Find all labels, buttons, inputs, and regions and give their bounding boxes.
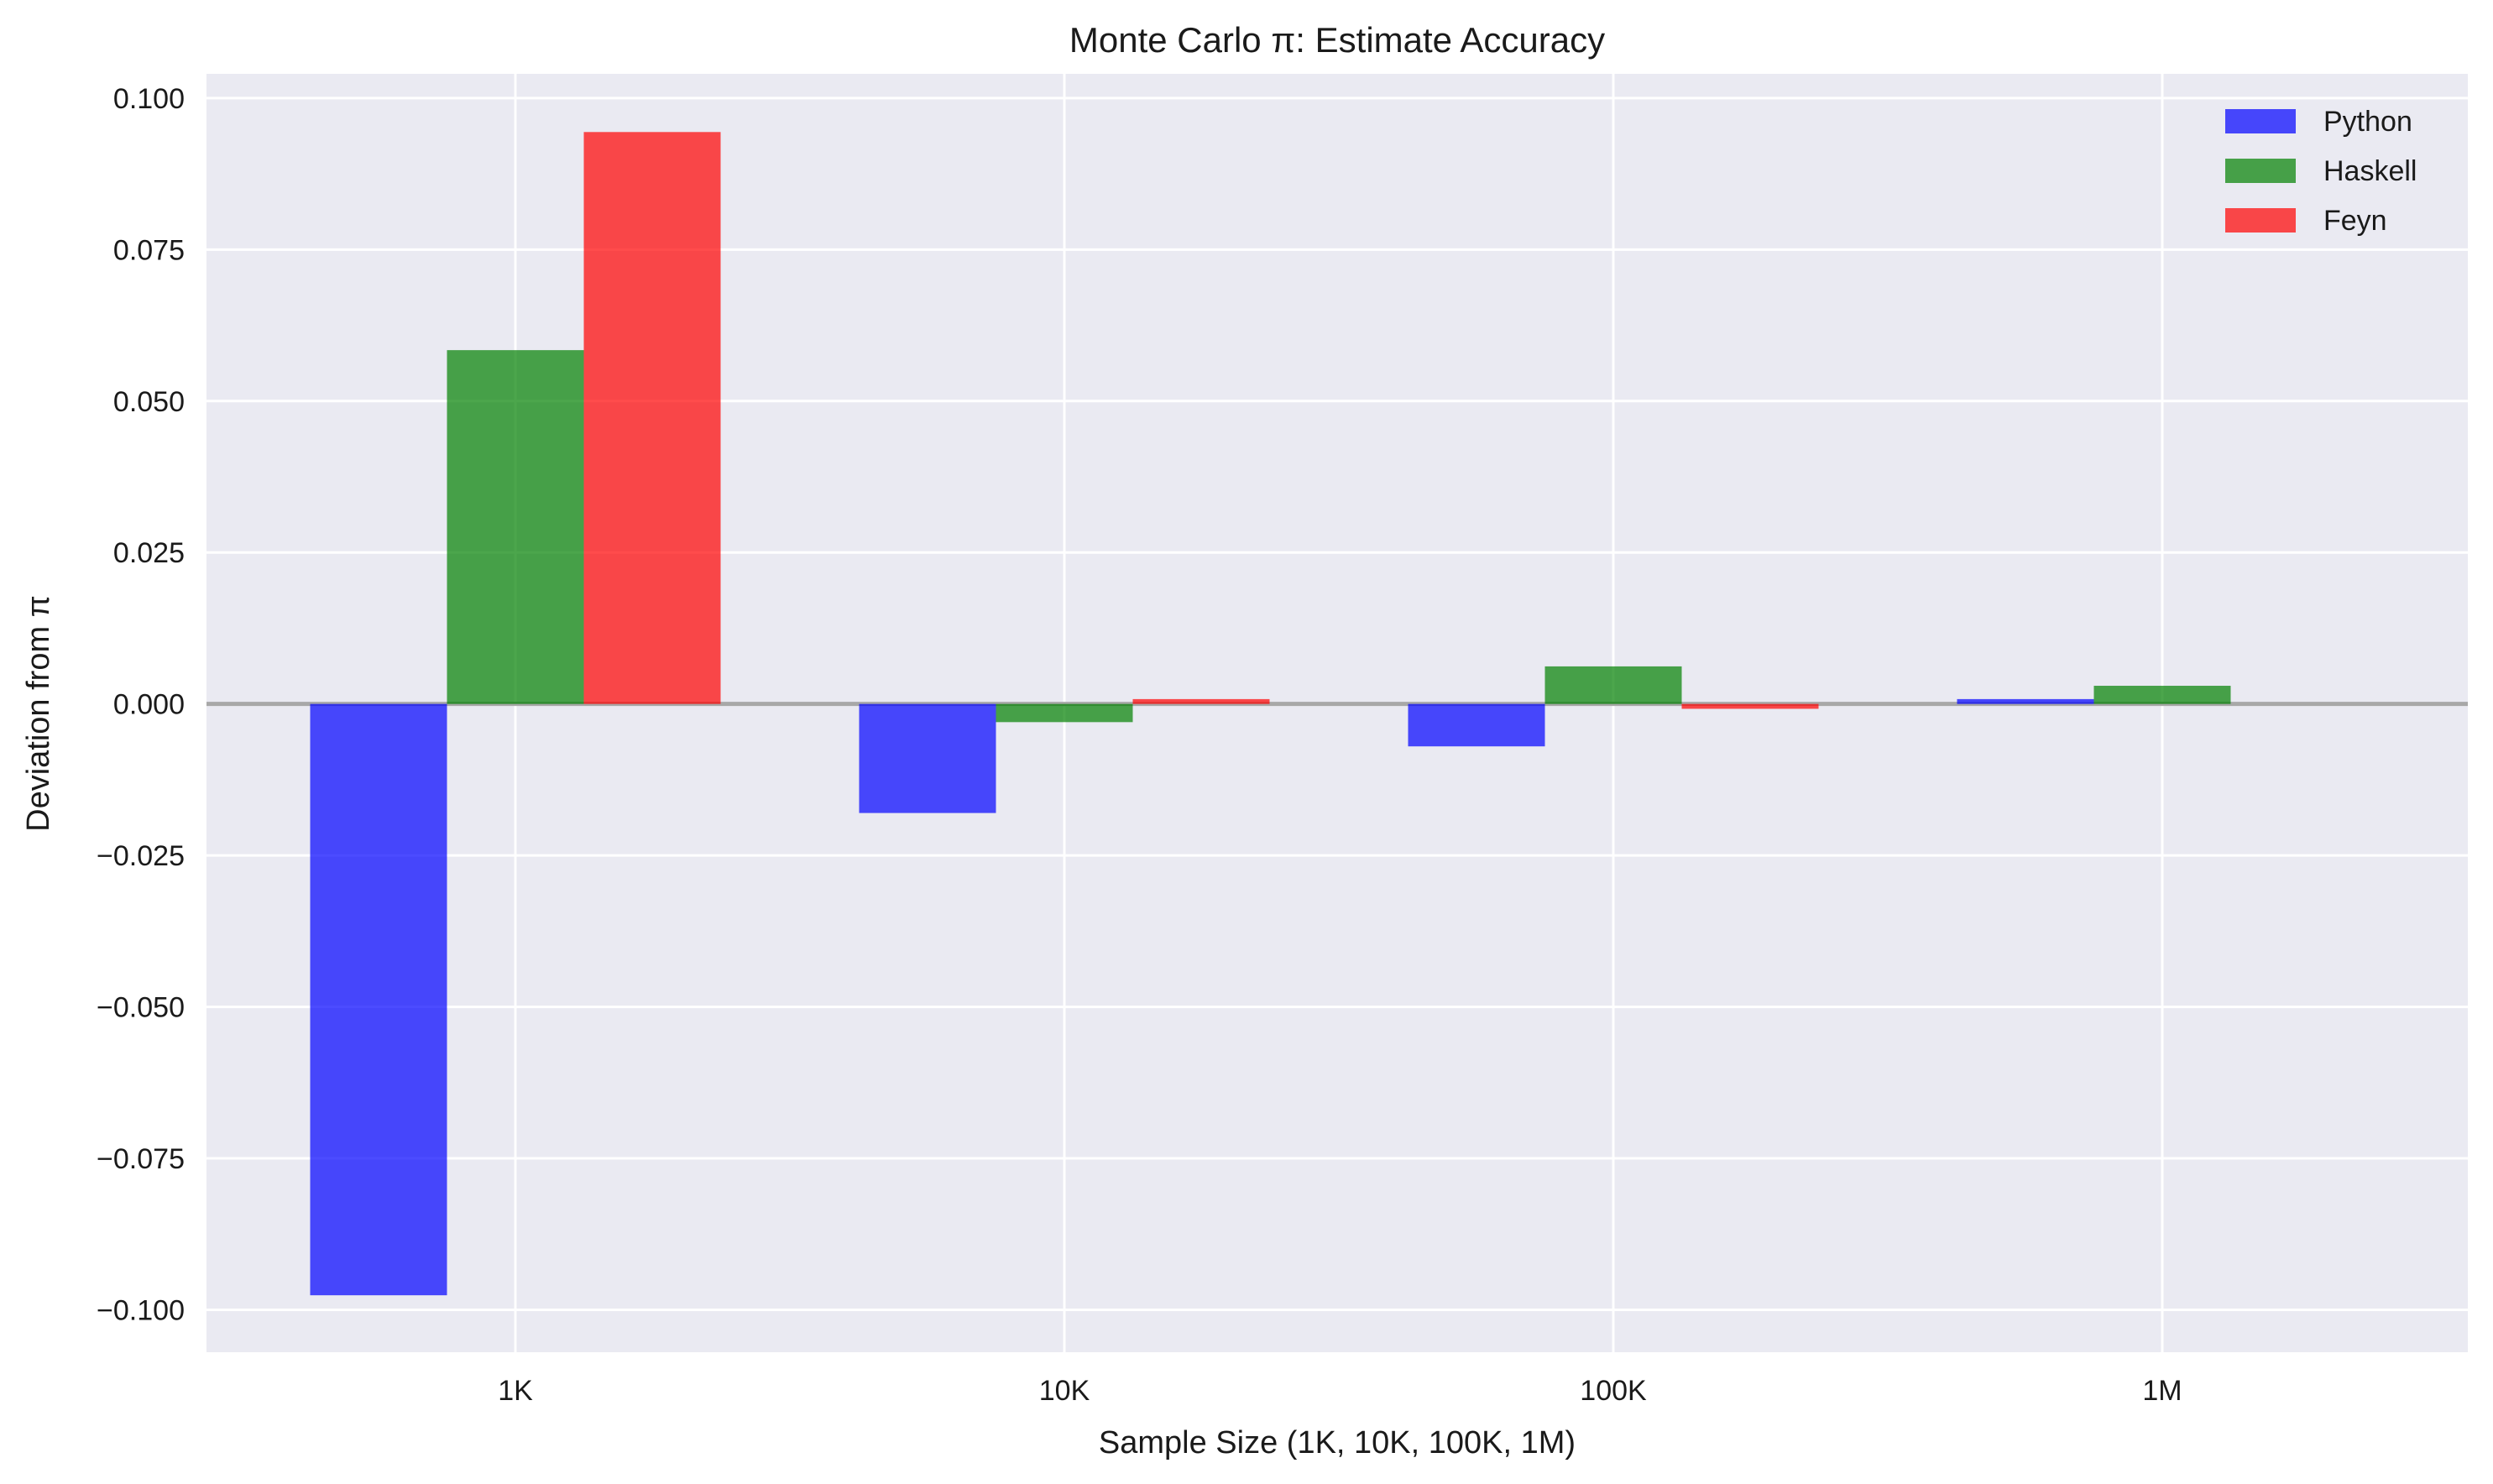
y-tick-label: −0.025 bbox=[97, 840, 185, 872]
legend-swatch-feyn bbox=[2225, 208, 2296, 233]
legend-swatch-haskell bbox=[2225, 159, 2296, 183]
y-tick-label: 0.000 bbox=[113, 689, 185, 721]
y-tick-label: −0.050 bbox=[97, 992, 185, 1024]
y-tick-label: 0.050 bbox=[113, 386, 185, 418]
bar-feyn-100k bbox=[1681, 703, 1819, 709]
bar-python-1k bbox=[310, 703, 447, 1296]
legend-label-haskell: Haskell bbox=[2323, 155, 2417, 187]
legend-label-python: Python bbox=[2323, 106, 2412, 138]
x-tick-label: 1K bbox=[498, 1375, 533, 1407]
bar-feyn-1k bbox=[583, 132, 721, 704]
x-axis: 1K 10K 100K 1M bbox=[498, 1375, 2182, 1407]
x-tick-label: 100K bbox=[1580, 1375, 1647, 1407]
y-axis-label: Deviation from π bbox=[21, 595, 56, 832]
y-tick-label: 0.025 bbox=[113, 537, 185, 569]
bar-haskell-1m bbox=[2093, 686, 2231, 704]
x-tick-label: 1M bbox=[2142, 1375, 2182, 1407]
legend-label-feyn: Feyn bbox=[2323, 205, 2387, 237]
y-axis: −0.100 −0.075 −0.050 −0.025 0.000 0.025 0.050 0… bbox=[97, 83, 185, 1327]
chart-title: Monte Carlo π: Estimate Accuracy bbox=[1069, 20, 1605, 60]
bars bbox=[310, 132, 2231, 1296]
y-tick-label: 0.100 bbox=[113, 83, 185, 115]
plot-background bbox=[206, 74, 2468, 1352]
bar-haskell-100k bbox=[1544, 666, 1682, 704]
x-axis-label: Sample Size (1K, 10K, 100K, 1M) bbox=[1099, 1425, 1576, 1460]
y-tick-label: −0.075 bbox=[97, 1143, 185, 1175]
bar-haskell-1k bbox=[447, 350, 584, 704]
bar-python-10k bbox=[859, 703, 996, 813]
legend-swatch-python bbox=[2225, 109, 2296, 133]
legend: Python Haskell Feyn bbox=[2225, 106, 2417, 237]
bar-python-1m bbox=[1957, 698, 2094, 704]
bar-haskell-10k bbox=[996, 703, 1133, 723]
x-tick-label: 10K bbox=[1039, 1375, 1090, 1407]
y-tick-label: 0.075 bbox=[113, 234, 185, 266]
y-tick-label: −0.100 bbox=[97, 1294, 185, 1326]
bar-python-100k bbox=[1408, 703, 1545, 747]
bar-feyn-10k bbox=[1132, 698, 1270, 704]
